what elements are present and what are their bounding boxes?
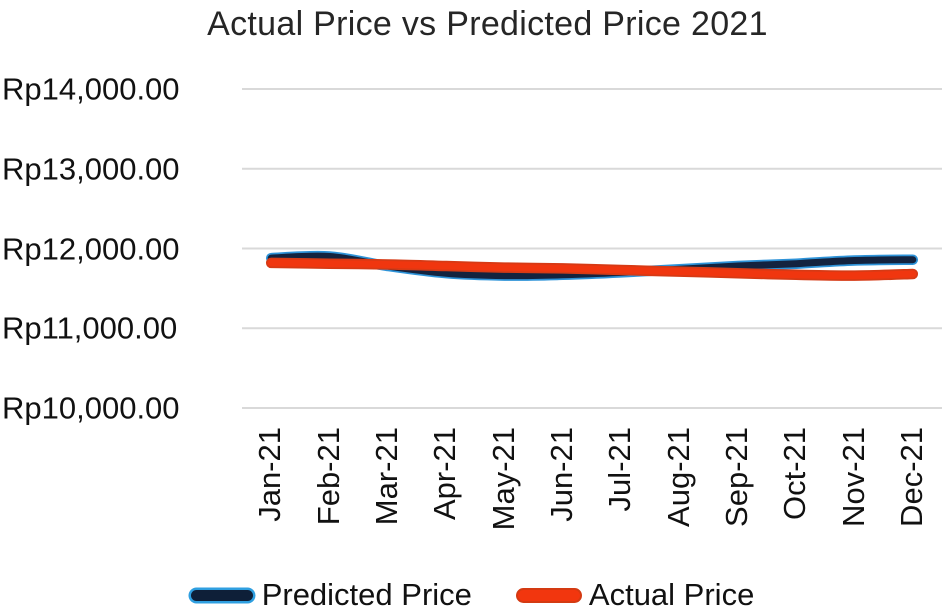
x-axis-tick-label: Jul-21 (602, 427, 638, 512)
y-axis-tick-label: Rp10,000.00 (2, 390, 180, 426)
y-axis-tick-label: Rp11,000.00 (2, 310, 178, 346)
x-axis-tick-label: Feb-21 (310, 427, 346, 526)
predicted-price-line-swatch (190, 589, 253, 601)
legend-label-actual-price: Actual Price (588, 577, 755, 612)
y-axis-tick-label: Rp12,000.00 (2, 231, 180, 266)
legend-item-predicted-price: Predicted Price (190, 577, 472, 613)
x-axis-tick-label: Sep-21 (718, 427, 754, 527)
x-axis-tick-label: Dec-21 (893, 427, 929, 527)
x-axis-tick-label: Mar-21 (368, 427, 404, 526)
actual-price-line-swatch (517, 589, 580, 601)
x-axis-tick-label: Apr-21 (427, 427, 463, 521)
x-axis-tick-label: Nov-21 (835, 427, 871, 527)
x-axis-tick-label: May-21 (485, 427, 521, 531)
x-axis-tick-label: Oct-21 (777, 427, 813, 521)
actual-price-line (267, 259, 917, 280)
legend-item-actual-price: Actual Price (517, 577, 755, 613)
chart-title: Actual Price vs Predicted Price 2021 (207, 5, 768, 43)
y-axis-tick-label: Rp14,000.00 (2, 71, 180, 107)
y-axis-tick-label: Rp13,000.00 (2, 151, 180, 187)
x-axis-tick-label: Jan-21 (252, 427, 288, 522)
x-axis-tick-label: Aug-21 (660, 427, 696, 527)
legend-label-predicted-price: Predicted Price (261, 577, 472, 612)
x-axis-tick-label: Jun-21 (543, 427, 579, 522)
legend: Predicted Price Actual Price (0, 577, 945, 613)
